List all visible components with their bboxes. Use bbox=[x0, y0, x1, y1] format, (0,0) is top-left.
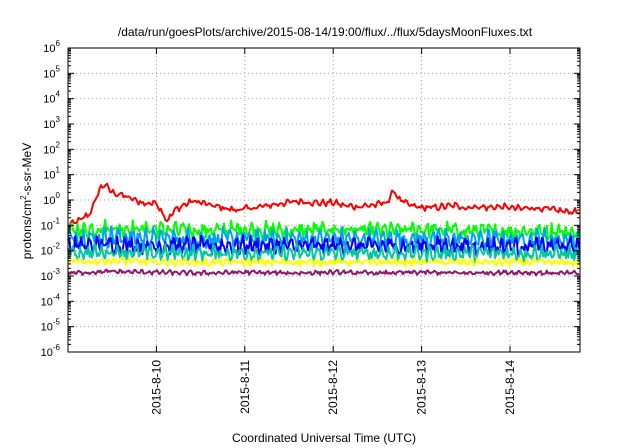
x-tick-label: 2015-8-14 bbox=[503, 360, 517, 415]
y-tick-label: 10-3 bbox=[41, 267, 61, 283]
y-tick-exponent: 2 bbox=[56, 140, 61, 149]
y-tick-label: 106 bbox=[43, 39, 60, 55]
y-tick-label: 10-4 bbox=[41, 292, 61, 308]
series-line bbox=[67, 256, 581, 268]
y-tick-base: 10 bbox=[41, 220, 53, 232]
y-tick-label: 10-2 bbox=[41, 242, 61, 258]
y-tick-base: 10 bbox=[41, 322, 53, 334]
y-tick-label: 102 bbox=[43, 140, 60, 156]
y-tick-exponent: -5 bbox=[53, 318, 61, 327]
y-axis-label-prefix: protons/cm bbox=[20, 200, 34, 259]
series-line bbox=[67, 242, 581, 264]
y-tick-base: 10 bbox=[43, 170, 55, 182]
x-tick-label: 2015-8-10 bbox=[149, 360, 163, 415]
y-tick-label: 100 bbox=[43, 191, 60, 207]
y-tick-exponent: 0 bbox=[56, 191, 61, 200]
y-tick-label: 10-5 bbox=[41, 318, 61, 334]
x-tick-label: 2015-8-11 bbox=[238, 360, 252, 414]
y-tick-label: 101 bbox=[43, 166, 60, 182]
y-tick-base: 10 bbox=[43, 43, 55, 55]
y-tick-exponent: -1 bbox=[53, 216, 61, 225]
y-tick-exponent: 6 bbox=[56, 39, 61, 48]
y-tick-label: 103 bbox=[43, 115, 60, 131]
y-tick-exponent: 4 bbox=[56, 90, 61, 99]
y-tick-label: 10-1 bbox=[41, 216, 61, 232]
x-tick-label: 2015-8-12 bbox=[326, 360, 340, 415]
y-tick-base: 10 bbox=[43, 68, 55, 80]
y-tick-layer: 10610510410310210110010-110-210-310-410-… bbox=[41, 39, 580, 359]
y-tick-label: 105 bbox=[43, 64, 60, 80]
y-tick-exponent: 5 bbox=[56, 64, 61, 73]
y-tick-exponent: -3 bbox=[53, 267, 61, 276]
y-axis-label-suffix: -s-sr-MeV bbox=[20, 143, 34, 196]
x-tick-label: 2015-8-13 bbox=[415, 360, 429, 415]
y-tick-base: 10 bbox=[43, 195, 55, 207]
y-tick-label: 10-6 bbox=[41, 343, 61, 359]
y-tick-base: 10 bbox=[41, 296, 53, 308]
y-tick-base: 10 bbox=[41, 246, 53, 258]
y-tick-exponent: -2 bbox=[53, 242, 61, 251]
y-tick-base: 10 bbox=[41, 347, 53, 359]
y-tick-exponent: -4 bbox=[53, 292, 61, 301]
series-layer bbox=[67, 182, 581, 277]
y-axis-label-sup: 2 bbox=[19, 195, 28, 200]
y-tick-base: 10 bbox=[43, 119, 55, 131]
series-line bbox=[67, 268, 580, 277]
x-tick-layer: 2015-8-10 2015-8-11 2015-8-12 2015-8-13 2015… bbox=[149, 48, 517, 415]
series-line bbox=[67, 182, 580, 228]
y-tick-base: 10 bbox=[43, 94, 55, 106]
y-tick-base: 10 bbox=[43, 144, 55, 156]
y-tick-base: 10 bbox=[41, 271, 53, 283]
chart-title: /data/run/goesPlots/archive/2015-08-14/1… bbox=[118, 25, 533, 39]
y-axis-label: protons/cm2-s-sr-MeV bbox=[19, 143, 34, 259]
y-tick-exponent: 3 bbox=[56, 115, 61, 124]
y-tick-label: 104 bbox=[43, 90, 60, 106]
y-tick-exponent: 1 bbox=[56, 166, 61, 175]
y-tick-exponent: -6 bbox=[53, 343, 61, 352]
x-axis-label: Coordinated Universal Time (UTC) bbox=[232, 431, 416, 445]
